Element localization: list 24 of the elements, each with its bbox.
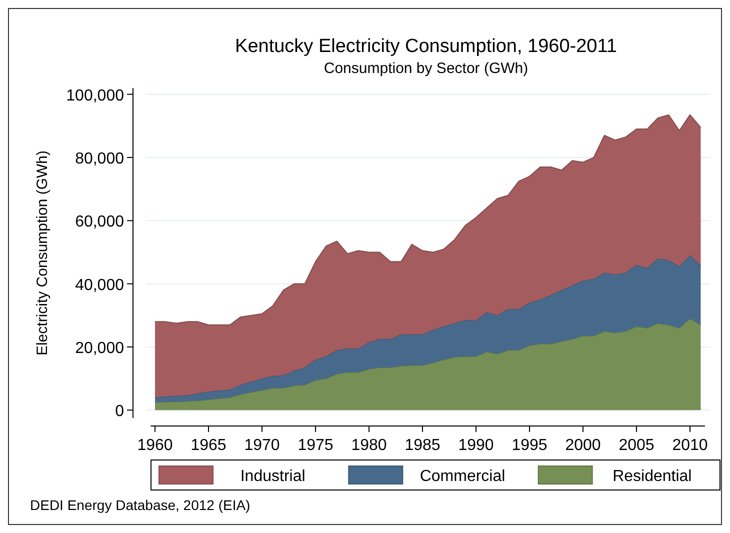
y-tick-label: 60,000 <box>75 214 124 231</box>
chart-title: Kentucky Electricity Consumption, 1960-2011 <box>235 36 617 57</box>
x-tick-label: 1995 <box>512 437 548 454</box>
y-tick-label: 40,000 <box>75 276 124 294</box>
x-tick-label: 1970 <box>244 437 280 454</box>
y-axis-title: Electricity Consumption (GWh) <box>34 150 51 356</box>
y-tick-label: 20,000 <box>75 340 124 357</box>
x-tick-label: 1965 <box>190 437 226 454</box>
legend-label: Residential <box>612 468 692 485</box>
x-tick-label: 1985 <box>404 437 440 454</box>
y-tick-label: 0 <box>115 403 124 420</box>
text: DEDI Energy Database, 2012 (EIA) <box>30 497 250 513</box>
y-tick-label: 100,000 <box>66 87 124 104</box>
x-tick-label: 1975 <box>298 437 334 454</box>
x-tick-label: 2010 <box>672 437 708 454</box>
x-tick-label: 1980 <box>351 437 387 454</box>
x-tick-label: 2005 <box>618 437 654 454</box>
x-tick-label: 1960 <box>137 437 173 454</box>
x-tick-label: 1990 <box>458 437 494 454</box>
chart-subtitle: Consumption by Sector (GWh) <box>324 60 528 77</box>
legend-label: Industrial <box>240 468 306 485</box>
x-tick-label: 2000 <box>565 437 601 454</box>
y-tick-label: 80,000 <box>75 150 124 168</box>
legend-label: Commercial <box>420 468 506 485</box>
